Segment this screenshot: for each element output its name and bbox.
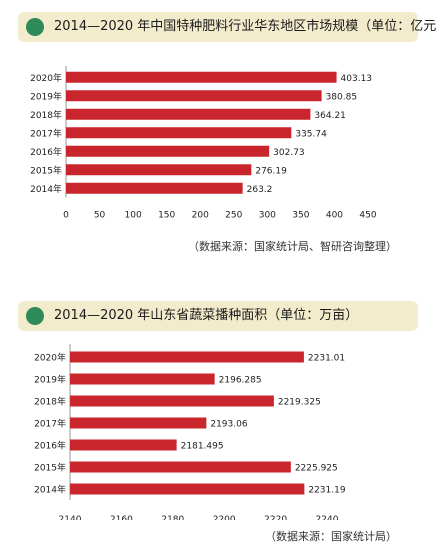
bar-2020年 <box>66 71 337 83</box>
data-label: 2225.925 <box>295 464 338 474</box>
bar-2017年 <box>66 127 292 139</box>
data-label: 2196.285 <box>219 376 262 386</box>
bar-2018年 <box>70 395 274 407</box>
bar-2014年 <box>70 483 305 495</box>
chart1-title: 2014—2020 年中国特种肥料行业华东地区市场规模（单位：亿元） <box>54 19 437 34</box>
x-tick-label: 250 <box>225 211 242 219</box>
chart2-source-note: （数据来源：国家统计局） <box>265 530 397 543</box>
data-label: 302.73 <box>273 148 305 158</box>
data-label: 403.13 <box>341 74 373 84</box>
bar-2016年 <box>66 145 270 157</box>
x-tick-label: 400 <box>326 211 343 219</box>
category-label: 2016年 <box>34 440 66 452</box>
category-label: 2018年 <box>30 109 62 121</box>
x-tick-label: 2200 <box>213 515 236 520</box>
x-tick-label: 50 <box>94 211 106 219</box>
bar-2015年 <box>70 461 291 473</box>
x-tick-label: 300 <box>259 211 276 219</box>
bullet-dot-icon <box>26 18 44 36</box>
x-tick-label: 100 <box>125 211 142 219</box>
x-tick-label: 2160 <box>110 515 133 520</box>
category-label: 2016年 <box>30 146 62 158</box>
data-label: 276.19 <box>255 166 287 176</box>
data-label: 2193.06 <box>210 420 247 430</box>
chart1-bar-chart: 2020年 403.13 2019年 380.85 2018年 364.21 2017年 33… <box>30 66 377 219</box>
data-label: 2181.495 <box>181 442 224 452</box>
category-label: 2018年 <box>34 396 66 408</box>
chart2-title: 2014—2020 年山东省蔬菜播种面积（单位：万亩） <box>54 308 359 323</box>
bar-2020年 <box>70 351 304 363</box>
bar-2018年 <box>66 108 311 120</box>
category-label: 2017年 <box>30 127 62 139</box>
x-tick-label: 450 <box>359 211 376 219</box>
x-tick-label: 150 <box>158 211 175 219</box>
x-tick-label: 2240 <box>316 515 339 520</box>
data-label: 335.74 <box>295 129 327 139</box>
data-label: 380.85 <box>326 92 358 102</box>
data-label: 2231.19 <box>308 486 345 496</box>
x-tick-label: 200 <box>192 211 209 219</box>
x-tick-label: 2180 <box>161 515 184 520</box>
bar-2016年 <box>70 439 177 451</box>
x-tick-label: 0 <box>63 211 69 219</box>
x-tick-label: 350 <box>292 211 309 219</box>
bar-2015年 <box>66 164 252 176</box>
chart2-bar-chart: 2020年 2231.01 2019年 2196.285 2018年 2219.325 20… <box>34 344 346 520</box>
category-label: 2020年 <box>34 352 66 364</box>
bar-2019年 <box>66 90 322 102</box>
x-tick-label: 2220 <box>264 515 287 520</box>
bar-2019年 <box>70 373 215 385</box>
category-label: 2014年 <box>34 484 66 496</box>
chart1-title-banner: 2014—2020 年中国特种肥料行业华东地区市场规模（单位：亿元） <box>18 12 437 42</box>
data-label: 364.21 <box>314 111 346 121</box>
bullet-dot-icon <box>26 307 44 325</box>
category-label: 2015年 <box>30 164 62 176</box>
data-label: 263.2 <box>247 185 273 195</box>
bar-2017年 <box>70 417 207 429</box>
data-label: 2219.325 <box>278 398 321 408</box>
category-label: 2020年 <box>30 72 62 84</box>
data-label: 2231.01 <box>308 354 345 364</box>
chart2-title-banner: 2014—2020 年山东省蔬菜播种面积（单位：万亩） <box>18 301 418 331</box>
category-label: 2017年 <box>34 418 66 430</box>
chart1-source-note: （数据来源：国家统计局、智研咨询整理） <box>188 240 397 253</box>
category-label: 2019年 <box>34 374 66 386</box>
category-label: 2019年 <box>30 90 62 102</box>
category-label: 2014年 <box>30 183 62 195</box>
category-label: 2015年 <box>34 462 66 474</box>
x-tick-label: 2140 <box>59 515 82 520</box>
bar-2014年 <box>66 182 243 194</box>
